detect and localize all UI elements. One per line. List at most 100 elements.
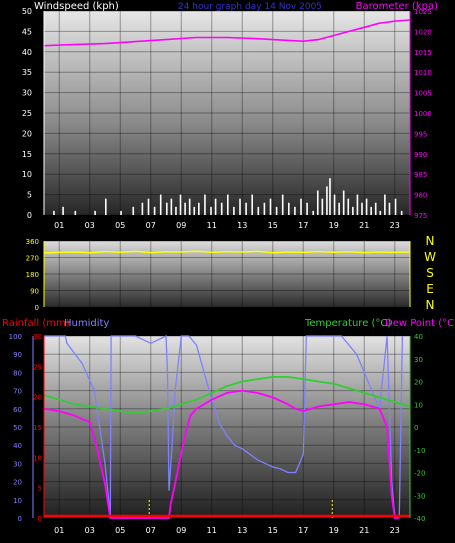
humidity-tick-label: 10 [13, 497, 22, 505]
windspeed-bar [374, 202, 377, 215]
windspeed-bar [153, 206, 156, 215]
windspeed-tick-label: 45 [22, 27, 32, 36]
windspeed-bar [263, 202, 266, 215]
panel3-x-tick-label: 19 [329, 526, 339, 535]
temperature-tick-label: -10 [414, 447, 425, 455]
direction-tick-label: 270 [26, 255, 39, 263]
windspeed-bar [365, 198, 368, 215]
temperature-tick-label: -30 [414, 492, 425, 500]
rainfall-legend: Rainfall (mm) [2, 318, 70, 329]
panel3-x-tick-label: 13 [237, 526, 247, 535]
windspeed-bar [333, 194, 336, 215]
direction-label: E [426, 282, 434, 296]
windspeed-bar [62, 206, 64, 215]
barometer-tick-label: 1025 [414, 8, 432, 16]
windspeed-bar [275, 206, 278, 215]
barometer-tick-label: 1000 [414, 110, 432, 118]
windspeed-bar [94, 210, 96, 215]
windspeed-bar [316, 190, 319, 215]
panel1-grid [44, 10, 410, 216]
windspeed-bar [245, 202, 247, 215]
windspeed-bar [370, 206, 372, 215]
barometer-tick-label: 1005 [414, 90, 432, 98]
humidity-tick-label: 70 [13, 388, 22, 396]
windspeed-bar [141, 202, 144, 215]
barometer-line [43, 19, 411, 47]
barometer-tick-label: 1020 [414, 28, 432, 36]
temperature-tick-label: -20 [414, 470, 425, 478]
panel3-x-ticks: 01 03 05 07 09 11 13 15 17 19 21 23 [54, 526, 400, 535]
temperature-tick-label: 0 [414, 424, 418, 432]
temperature-tick-label: 20 [414, 379, 423, 387]
windspeed-tick-label: 50 [22, 7, 32, 16]
rainfall-tick-label: 10 [33, 454, 42, 462]
panel3-x-tick-label: 09 [176, 526, 186, 535]
panel3-x-tick-label: 03 [85, 526, 95, 535]
windspeed-bar [306, 202, 308, 215]
barometer-axis-label: Barometer (kpa) [356, 1, 438, 12]
windspeed-bar [74, 210, 77, 215]
dewpoint-legend: Dew Point (°C) [385, 318, 455, 329]
windspeed-bar [170, 198, 173, 215]
humidity-ticks: 0 10 20 30 40 50 60 70 80 90 100 [9, 333, 22, 523]
direction-label: N [426, 298, 435, 312]
windspeed-bar [105, 198, 107, 215]
panel1-x-tick-label: 01 [54, 221, 64, 230]
windspeed-axis-label: Windspeed (kph) [34, 1, 119, 12]
humidity-tick-label: 30 [13, 460, 22, 468]
direction-tick-label: 0 [35, 304, 39, 312]
windspeed-bar [147, 198, 150, 215]
barometer-tick-label: 995 [414, 130, 427, 138]
windspeed-bar [53, 210, 55, 215]
windspeed-bar [347, 198, 350, 215]
windspeed-tick-label: 40 [22, 48, 32, 57]
barometer-tick-label: 975 [414, 212, 427, 220]
windspeed-bar [326, 186, 328, 215]
windspeed-bar [251, 194, 253, 215]
windspeed-bar [188, 198, 191, 215]
windspeed-tick-label: 15 [22, 150, 32, 159]
windspeed-bar [281, 194, 284, 215]
windspeed-bar [361, 202, 363, 215]
windspeed-bar [204, 194, 206, 215]
panel1-x-tick-label: 23 [390, 221, 400, 230]
panel1-background [44, 11, 410, 215]
windspeed-tick-label: 0 [27, 211, 32, 220]
windspeed-bar [233, 206, 235, 215]
temperature-tick-label: 40 [414, 333, 423, 341]
rainfall-tick-label: 0 [38, 515, 42, 523]
barometer-tick-label: 1015 [414, 49, 432, 57]
windspeed-bar [227, 194, 229, 215]
windspeed-ticks: 0 5 10 15 20 25 30 35 40 45 50 [22, 7, 32, 220]
barometer-tick-label: 980 [414, 192, 427, 200]
windspeed-bar [184, 202, 186, 215]
humidity-tick-label: 90 [13, 351, 22, 359]
panel3-x-tick-label: 11 [207, 526, 217, 535]
windspeed-bar [384, 194, 386, 215]
rainfall-ticks: 0 5 10 15 20 25 30 [33, 333, 42, 523]
windspeed-bar [356, 194, 359, 215]
panel1-x-tick-label: 21 [359, 221, 369, 230]
direction-tick-label: 90 [30, 288, 39, 296]
barometer-tick-label: 1010 [414, 69, 432, 77]
panel1-x-tick-label: 11 [207, 221, 217, 230]
windspeed-bar [400, 210, 403, 215]
windspeed-bar [300, 198, 302, 215]
windspeed-bar [179, 194, 182, 215]
panel1-x-tick-label: 07 [146, 221, 156, 230]
panel1-x-tick-label: 13 [237, 221, 247, 230]
windspeed-bar [294, 206, 296, 215]
barometer-tick-label: 985 [414, 171, 427, 179]
panel3-x-tick-label: 07 [146, 526, 156, 535]
humidity-tick-label: 100 [9, 333, 22, 341]
windspeed-tick-label: 10 [22, 170, 32, 179]
rainfall-tick-label: 5 [38, 485, 42, 493]
humidity-tick-label: 20 [13, 479, 22, 487]
windspeed-bar [239, 198, 241, 215]
humidity-tick-label: 80 [13, 369, 22, 377]
temperature-tick-label: 30 [414, 356, 423, 364]
panel3-x-tick-label: 17 [298, 526, 308, 535]
windspeed-tick-label: 25 [22, 109, 32, 118]
